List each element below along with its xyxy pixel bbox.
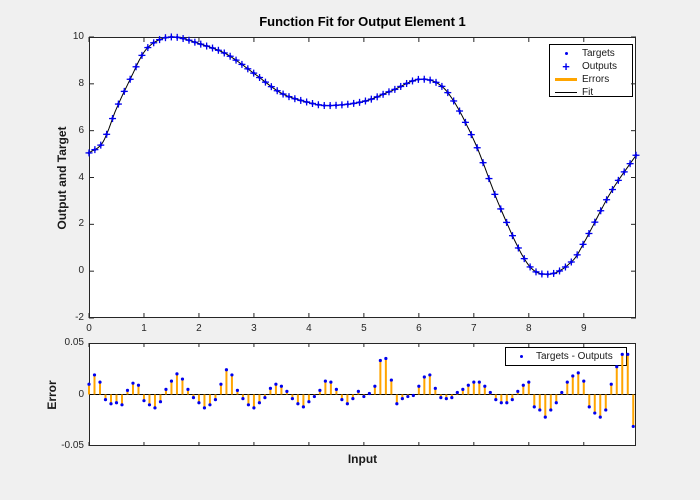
top-xtick-label: 0: [86, 323, 92, 334]
top-ytick-label: 4: [78, 171, 84, 183]
legend-label-targets-outputs: Targets - Outputs: [536, 351, 613, 362]
top-ytick-label: 8: [78, 77, 84, 89]
top-plot-canvas: [85, 33, 640, 319]
top-legend: Targets + Outputs Errors Fit: [549, 44, 633, 99]
errors-line-icon: [550, 78, 582, 81]
legend-row-outputs: + Outputs: [550, 60, 632, 73]
top-plot-area: [89, 37, 636, 318]
top-xtick-label: 4: [306, 323, 312, 334]
legend-label-outputs: Outputs: [582, 61, 618, 72]
outputs-plus-icon: +: [562, 58, 570, 74]
legend-row-errors: Errors: [550, 73, 632, 86]
bottom-ytick-label: 0.05: [64, 337, 84, 348]
top-ytick-label: 6: [78, 124, 84, 136]
plot-title: Function Fit for Output Element 1: [259, 14, 466, 29]
targets-dot-icon: [550, 52, 582, 55]
top-ytick-label: 10: [72, 31, 84, 42]
top-xtick-label: 3: [251, 323, 257, 334]
top-xtick-label: 1: [141, 323, 147, 334]
legend-label-errors: Errors: [582, 74, 610, 85]
top-xtick-label: 6: [416, 323, 422, 334]
top-xtick-label: 8: [526, 323, 532, 334]
top-xtick-label: 7: [471, 323, 477, 334]
targets-outputs-dot-icon: [506, 355, 536, 358]
legend-label-targets: Targets: [582, 48, 615, 59]
bottom-ytick-label: 0: [78, 388, 84, 400]
bottom-legend: Targets - Outputs: [505, 347, 627, 366]
bottom-xlabel: Input: [347, 452, 378, 466]
legend-row-fit: Fit: [550, 86, 632, 99]
top-xtick-label: 2: [196, 323, 202, 334]
bottom-plot-canvas: [87, 343, 636, 446]
legend-row-targets: Targets: [550, 47, 632, 60]
fit-line-icon: [550, 92, 582, 93]
top-ytick-label: -2: [75, 312, 84, 323]
top-xtick-label: 5: [361, 323, 367, 334]
top-ytick-label: 0: [78, 265, 84, 277]
top-xtick-label: 9: [580, 323, 587, 334]
bottom-ytick-label: -0.05: [61, 440, 84, 451]
legend-row-targets-outputs: Targets - Outputs: [506, 348, 626, 365]
legend-label-fit: Fit: [582, 87, 594, 98]
top-ytick-label: 2: [78, 218, 84, 230]
